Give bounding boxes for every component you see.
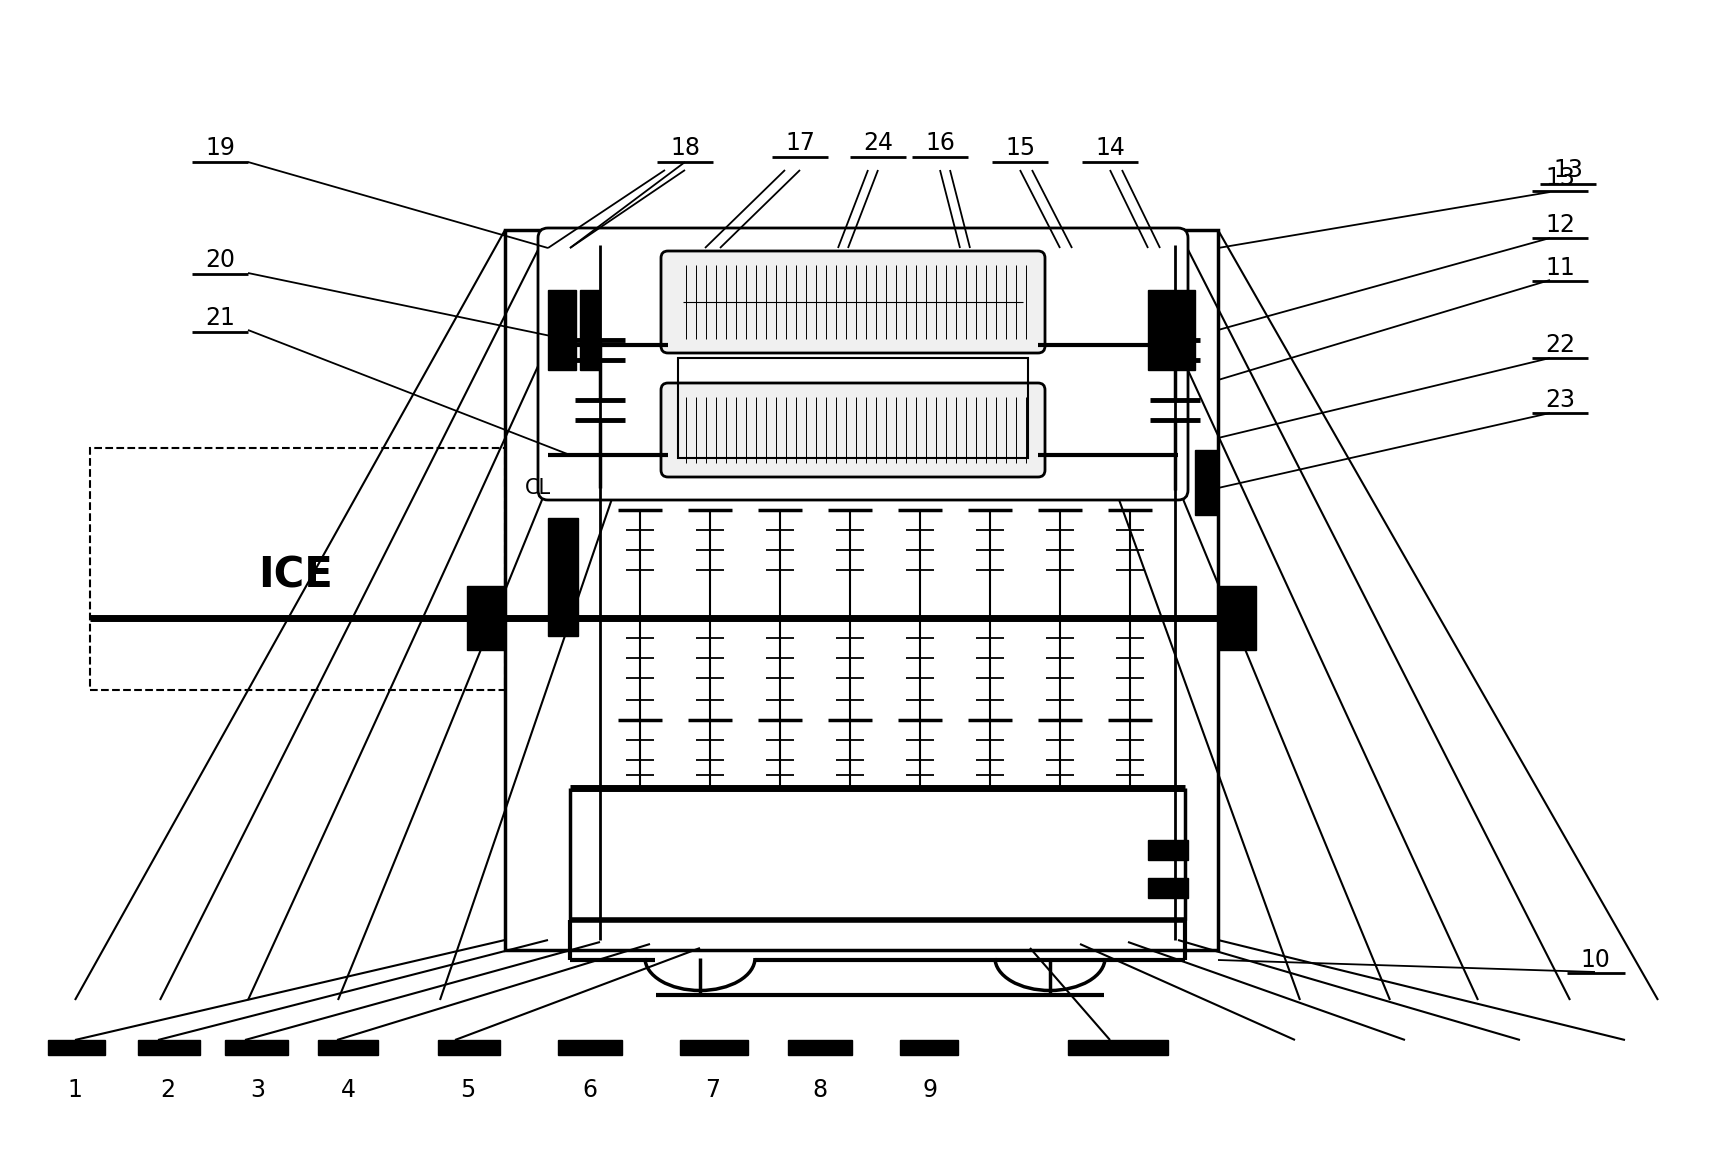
Text: 9: 9: [923, 1078, 938, 1101]
Text: 13: 13: [1553, 158, 1583, 182]
Bar: [90, 448, 505, 690]
Text: 15: 15: [1006, 136, 1035, 160]
Text: 7: 7: [705, 1078, 721, 1101]
FancyBboxPatch shape: [537, 228, 1189, 500]
Bar: [225, 1040, 289, 1055]
Text: 10: 10: [1579, 948, 1610, 972]
Text: 4: 4: [340, 1078, 356, 1101]
Bar: [437, 1040, 499, 1055]
Bar: [1147, 879, 1189, 899]
Text: 3: 3: [251, 1078, 266, 1101]
Bar: [677, 358, 1028, 457]
Text: 1: 1: [67, 1078, 83, 1101]
Text: ICE: ICE: [257, 554, 332, 596]
Bar: [581, 290, 600, 369]
Bar: [505, 230, 1218, 950]
Text: 17: 17: [785, 131, 816, 155]
Text: 2: 2: [161, 1078, 176, 1101]
Text: 23: 23: [1545, 388, 1574, 412]
Text: 12: 12: [1545, 213, 1574, 237]
Bar: [548, 518, 577, 636]
Text: 18: 18: [670, 136, 700, 160]
Text: 11: 11: [1545, 256, 1574, 280]
Text: 14: 14: [1096, 136, 1125, 160]
Bar: [1147, 290, 1175, 369]
Bar: [1218, 586, 1256, 650]
Text: 19: 19: [206, 136, 235, 160]
Text: 21: 21: [206, 306, 235, 330]
FancyBboxPatch shape: [662, 251, 1045, 353]
Bar: [138, 1040, 200, 1055]
Bar: [548, 290, 575, 369]
Text: 13: 13: [1545, 167, 1574, 190]
Text: 22: 22: [1545, 333, 1574, 357]
Bar: [1147, 840, 1189, 860]
Bar: [681, 1040, 748, 1055]
Bar: [1068, 1040, 1168, 1055]
FancyBboxPatch shape: [662, 384, 1045, 477]
Bar: [467, 586, 505, 650]
Bar: [558, 1040, 622, 1055]
Text: 5: 5: [460, 1078, 475, 1101]
Text: 8: 8: [812, 1078, 828, 1101]
Bar: [900, 1040, 957, 1055]
Bar: [318, 1040, 378, 1055]
Text: CL: CL: [525, 479, 551, 499]
Text: 24: 24: [862, 131, 893, 155]
Text: 6: 6: [582, 1078, 598, 1101]
Text: 20: 20: [206, 248, 235, 272]
Bar: [788, 1040, 852, 1055]
Bar: [1175, 290, 1196, 369]
Text: 16: 16: [924, 131, 956, 155]
Bar: [1196, 450, 1217, 515]
Bar: [48, 1040, 105, 1055]
